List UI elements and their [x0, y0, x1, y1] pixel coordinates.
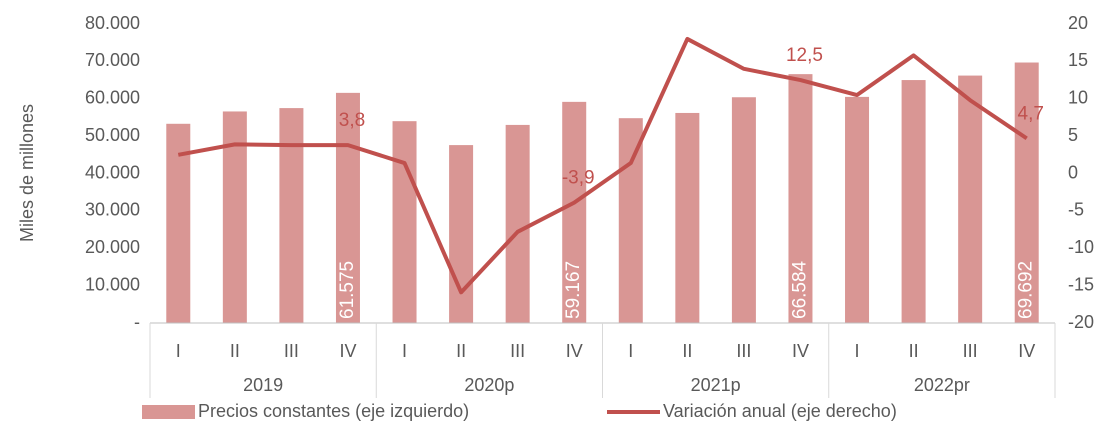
line-value-label: -3,9	[562, 168, 595, 189]
legend-label: Variación anual (eje derecho)	[663, 401, 897, 421]
bar	[505, 124, 530, 323]
y2-tick-label: 15	[1068, 50, 1088, 70]
y-tick-label: 40.000	[85, 162, 140, 182]
y-axis-label: Miles de millones	[17, 104, 37, 242]
y2-tick-label: -10	[1068, 237, 1094, 257]
y2-tick-label: 0	[1068, 162, 1078, 182]
bar	[618, 118, 643, 323]
line-value-label: 12,5	[786, 45, 823, 66]
y2-tick-label: 20	[1068, 13, 1088, 33]
line-value-label: 3,8	[339, 110, 365, 131]
y-tick-label: 20.000	[85, 237, 140, 257]
x-tick-label: III	[284, 341, 299, 361]
y-tick-label: 10.000	[85, 274, 140, 294]
x-tick-label: I	[402, 341, 407, 361]
bar-value-label: 69.692	[1016, 261, 1037, 319]
x-tick-label: II	[682, 341, 692, 361]
y-tick-label: 60.000	[85, 88, 140, 108]
group-label: 2020p	[464, 375, 514, 395]
y-tick-label: 70.000	[85, 50, 140, 70]
x-tick-label: IV	[566, 341, 583, 361]
group-label: 2022pr	[914, 375, 970, 395]
y2-tick-label: 5	[1068, 125, 1078, 145]
bar	[958, 75, 983, 323]
legend-swatch	[142, 405, 195, 419]
x-tick-label: III	[736, 341, 751, 361]
legend-label: Precios constantes (eje izquierdo)	[198, 401, 469, 421]
x-tick-label: III	[510, 341, 525, 361]
x-tick-label: I	[176, 341, 181, 361]
bar	[788, 74, 813, 323]
group-label: 2019	[243, 375, 283, 395]
bar-value-label: 66.584	[789, 260, 810, 319]
y-tick-label: 80.000	[85, 13, 140, 33]
x-tick-label: II	[909, 341, 919, 361]
y2-tick-label: 10	[1068, 88, 1088, 108]
bar	[392, 121, 417, 323]
y-tick-label: 30.000	[85, 200, 140, 220]
line-series	[177, 36, 1028, 295]
y2-tick-label: -20	[1068, 312, 1094, 332]
x-tick-label: I	[628, 341, 633, 361]
bar	[166, 123, 191, 323]
x-tick-label: III	[963, 341, 978, 361]
bar	[1014, 62, 1039, 323]
y2-tick-label: -15	[1068, 274, 1094, 294]
bar-value-label: 61.575	[337, 261, 358, 319]
bar	[279, 108, 304, 323]
bar-value-label: 59.167	[563, 261, 584, 319]
bar	[562, 101, 587, 323]
x-tick-label: IV	[792, 341, 809, 361]
bar	[901, 80, 926, 323]
line-value-label: 4,7	[1018, 103, 1044, 124]
y2-tick-label: -5	[1068, 200, 1084, 220]
x-tick-label: II	[456, 341, 466, 361]
x-tick-label: II	[230, 341, 240, 361]
bar	[845, 96, 870, 323]
bar	[335, 92, 360, 323]
x-tick-label: IV	[339, 341, 356, 361]
bar	[675, 112, 700, 323]
y-tick-label: 50.000	[85, 125, 140, 145]
x-tick-label: IV	[1018, 341, 1035, 361]
y-tick-label: -	[134, 312, 140, 332]
bar	[731, 97, 756, 323]
x-tick-label: I	[855, 341, 860, 361]
bar	[449, 145, 474, 323]
group-label: 2021p	[691, 375, 741, 395]
